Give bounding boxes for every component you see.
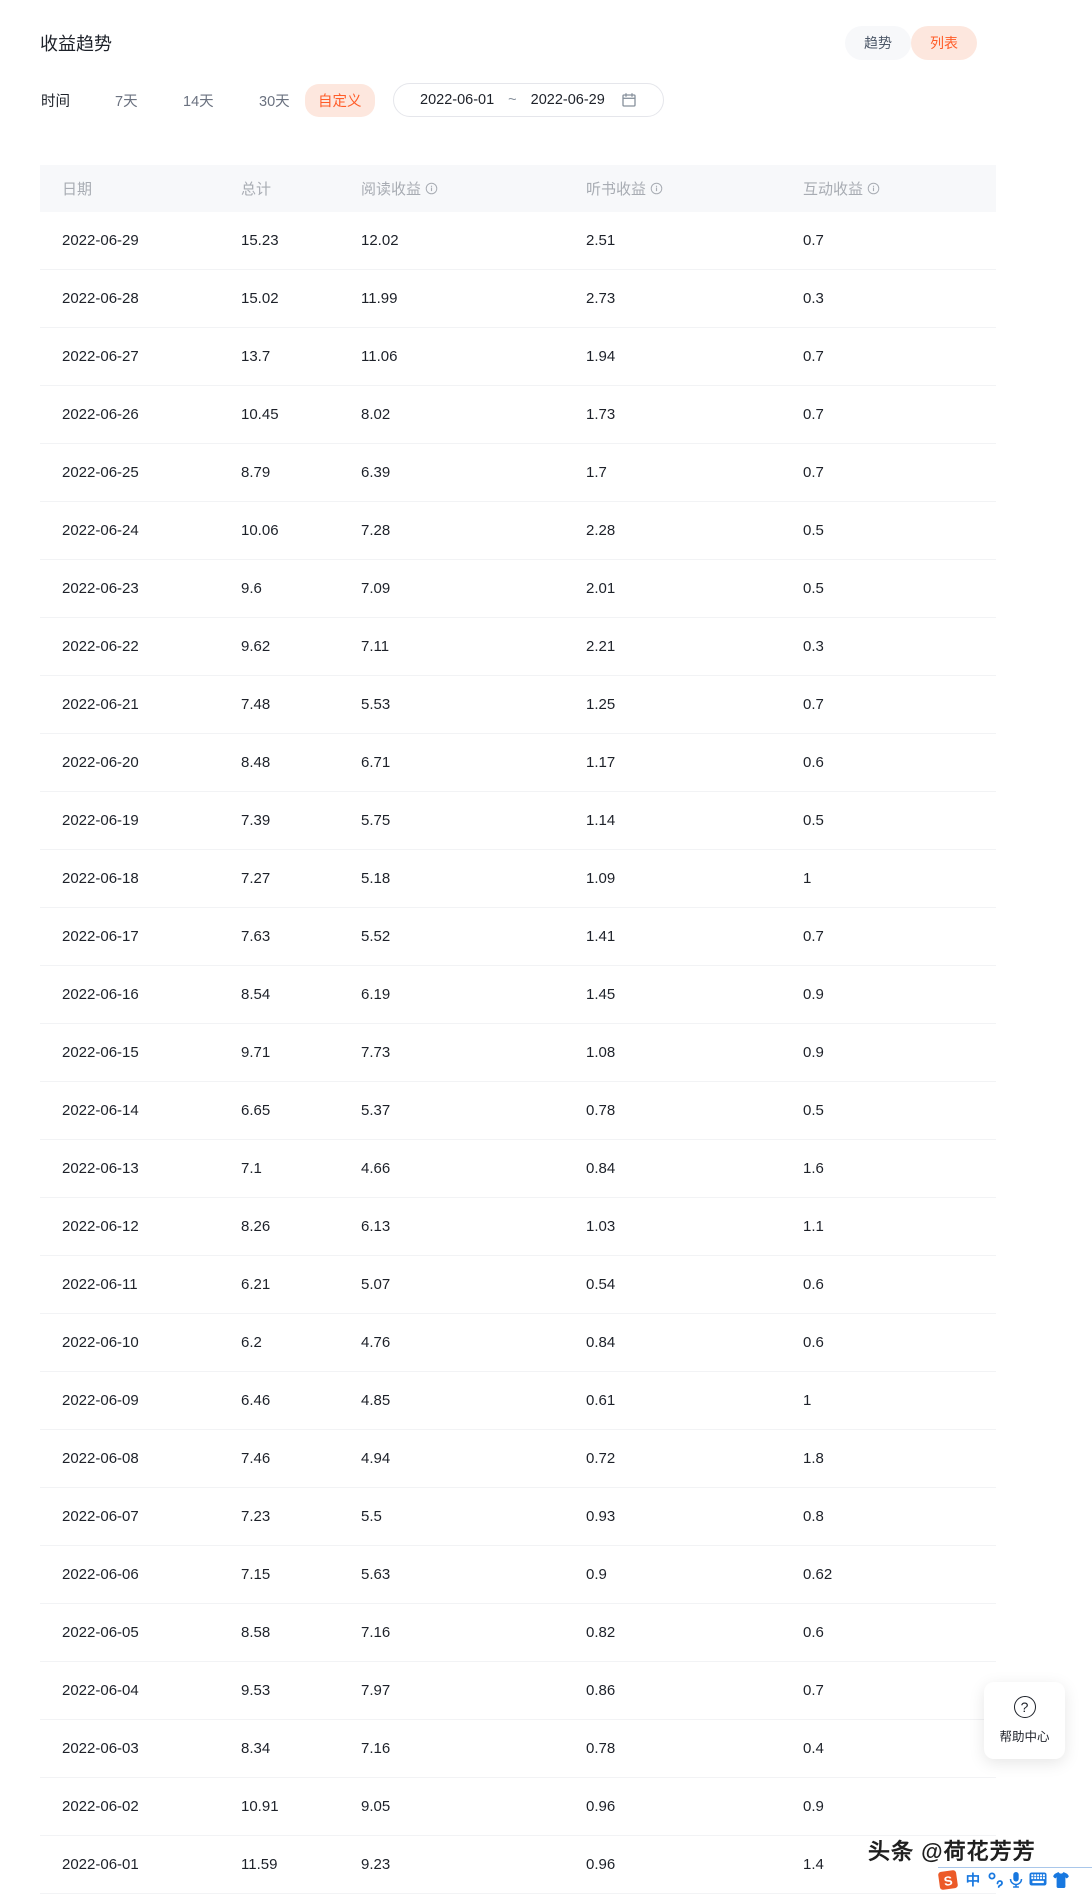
svg-text:中: 中 [966,1871,980,1889]
